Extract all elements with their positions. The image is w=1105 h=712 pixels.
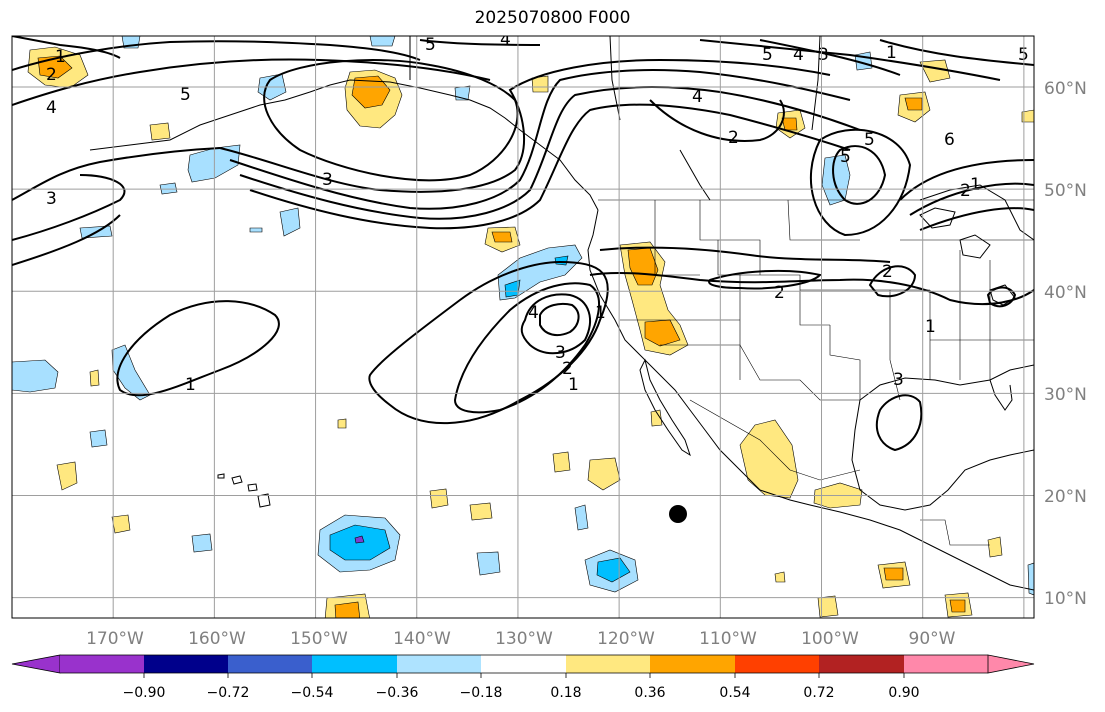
contour-label: 2 <box>728 128 739 148</box>
latitude-labels: 60°N 50°N 40°N 30°N 20°N 10°N <box>1044 79 1087 609</box>
contour-label: 2 <box>882 262 893 282</box>
colorbar-tick-label: −0.36 <box>376 685 419 701</box>
colorbar-tick-label: −0.54 <box>291 685 334 701</box>
colorbar-over-arrow <box>987 654 1035 674</box>
colorbar-segment <box>60 655 144 673</box>
colorbar-tick-label: 0.72 <box>803 685 834 701</box>
contour-label: 5 <box>425 35 436 55</box>
contour-label: 2 <box>960 181 971 201</box>
contour-label: 4 <box>793 45 804 65</box>
contour-label-group: 1 2 4 3 5 4 3 5 4 3 2 1 4 3 2 1 5 6 2 2 … <box>46 30 1029 395</box>
colorbar-tick-label: −0.72 <box>207 685 250 701</box>
contour-label: 1 <box>568 375 579 395</box>
graticule <box>12 36 1034 618</box>
colorbar-tick-label: 0.90 <box>888 685 919 701</box>
contour-label: 4 <box>500 30 511 50</box>
lat-label-50n: 50°N <box>1044 181 1087 201</box>
contour-label: 1 <box>886 43 897 63</box>
colorbar-tick-label: 0.18 <box>550 685 581 701</box>
contour-label: 5 <box>762 45 773 65</box>
lon-label-170w: 170°W <box>86 629 144 649</box>
chart-title: 2025070800 F000 <box>474 8 631 28</box>
lat-label-20n: 20°N <box>1044 487 1087 507</box>
colorbar-segment <box>904 655 988 673</box>
colorbar-tick-label: −0.18 <box>460 685 503 701</box>
colorbar-segment <box>397 655 481 673</box>
colorbar-segment <box>735 655 819 673</box>
contour-label: 3 <box>46 189 57 209</box>
lon-label-100w: 100°W <box>801 629 859 649</box>
contour-label: 5 <box>840 147 851 167</box>
contour-label: 6 <box>944 130 955 150</box>
colorbar-segment <box>650 655 735 673</box>
lon-label-150w: 150°W <box>290 629 348 649</box>
contour-label: 1 <box>595 303 606 323</box>
longitude-labels: 170°W 160°W 150°W 140°W 130°W 120°W 110°… <box>86 629 956 649</box>
contour-label: 3 <box>818 45 829 65</box>
contour-label: 4 <box>46 98 57 118</box>
contour-label: 5 <box>864 130 875 150</box>
contour-label: 4 <box>692 87 703 107</box>
lon-label-130w: 130°W <box>495 629 553 649</box>
contour-label: 3 <box>555 343 566 363</box>
colorbar-under-arrow <box>11 654 61 674</box>
map-frame <box>11 35 1035 619</box>
lon-label-90w: 90°W <box>909 629 956 649</box>
colorbar-tick-label: 0.36 <box>634 685 665 701</box>
colorbar-tick-label: 0.54 <box>719 685 750 701</box>
contour-label: 1 <box>925 317 936 337</box>
colorbar-segment <box>228 655 312 673</box>
contour-label: 1 <box>55 47 66 67</box>
contour-label: 1 <box>185 375 196 395</box>
colorbar-segment <box>144 655 228 673</box>
lat-label-10n: 10°N <box>1044 589 1087 609</box>
contour-label: 3 <box>893 370 904 390</box>
contour-label: 1 <box>970 175 981 195</box>
contour-label: 2 <box>46 65 57 85</box>
colorbar-segment <box>566 655 650 673</box>
contour-label: 3 <box>322 170 333 190</box>
contour-label: 2 <box>562 359 573 379</box>
contour-label: 2 <box>774 283 785 303</box>
contour-lines <box>12 36 1034 452</box>
lat-label-60n: 60°N <box>1044 79 1087 99</box>
shaded-anomalies <box>12 36 1034 618</box>
colorbar: −0.90 −0.72 −0.54 −0.36 −0.18 0.18 0.36 … <box>11 654 1035 701</box>
lat-label-40n: 40°N <box>1044 283 1087 303</box>
lon-label-110w: 110°W <box>699 629 757 649</box>
lon-label-140w: 140°W <box>393 629 451 649</box>
lon-label-160w: 160°W <box>188 629 246 649</box>
colorbar-tick-label: −0.90 <box>123 685 166 701</box>
lat-label-30n: 30°N <box>1044 385 1087 405</box>
colorbar-segment <box>819 655 904 673</box>
contour-label: 5 <box>180 85 191 105</box>
lon-label-120w: 120°W <box>597 629 655 649</box>
contour-label: 4 <box>528 303 539 323</box>
colorbar-segment <box>481 655 566 673</box>
colorbar-segment <box>312 655 397 673</box>
marker-dot <box>669 505 687 523</box>
